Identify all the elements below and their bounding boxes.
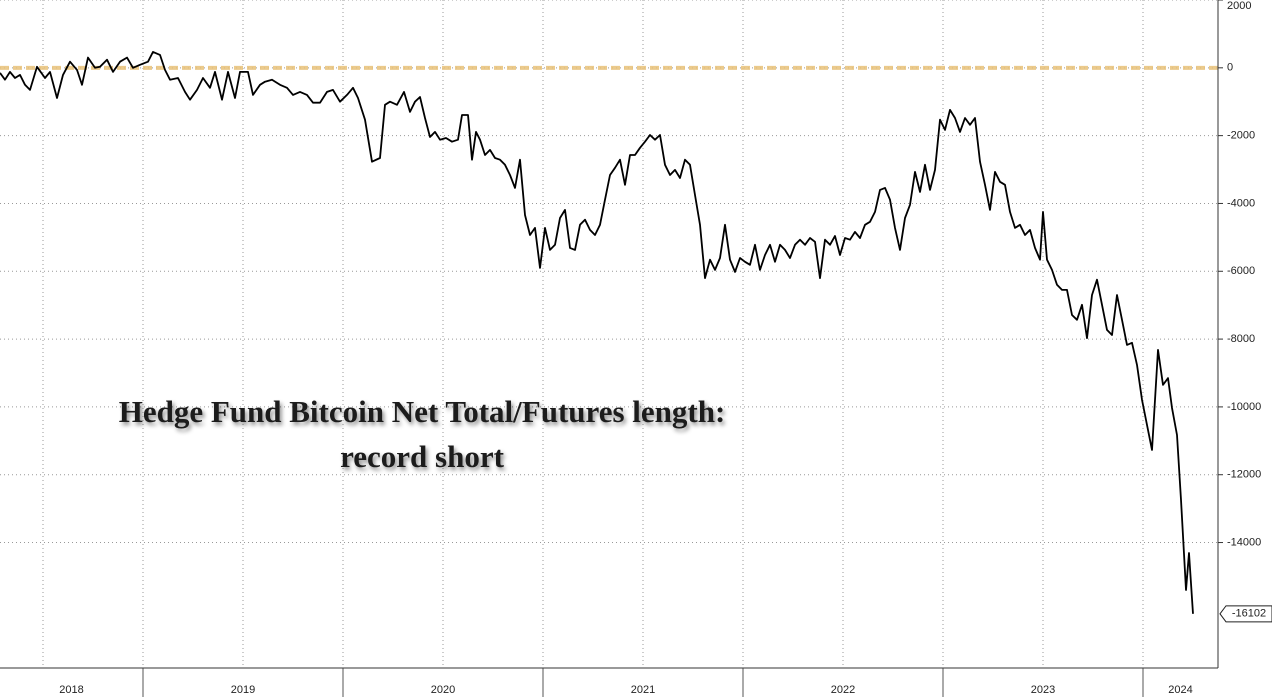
x-tick-label: 2019	[231, 684, 255, 696]
y-tick-label: -14000	[1227, 536, 1261, 548]
last-value-label: -16102	[1232, 608, 1266, 620]
grid	[0, 0, 1218, 668]
y-tick-label: 0	[1227, 62, 1233, 74]
x-tick-label: 2022	[831, 684, 855, 696]
y-tick-label: -6000	[1227, 265, 1255, 277]
annotation: Hedge Fund Bitcoin Net Total/Futures len…	[119, 394, 726, 429]
y-tick-label: -2000	[1227, 130, 1255, 142]
y-tick-label: -8000	[1227, 333, 1255, 345]
x-tick-label: 2023	[1031, 684, 1055, 696]
x-tick-label: 2018	[59, 684, 83, 696]
y-tick-label: -4000	[1227, 197, 1255, 209]
y-tick-label: -10000	[1227, 401, 1261, 413]
annotation: record short	[340, 439, 505, 474]
x-tick-label: 2021	[631, 684, 655, 696]
x-tick-label: 2024	[1168, 684, 1192, 696]
last-value-box	[1219, 605, 1272, 623]
x-tick-label: 2020	[431, 684, 455, 696]
y-tick-label: 2000	[1227, 0, 1251, 12]
y-tick-label: -12000	[1227, 469, 1261, 481]
plot	[0, 51, 1218, 614]
line-series	[0, 51, 1194, 614]
